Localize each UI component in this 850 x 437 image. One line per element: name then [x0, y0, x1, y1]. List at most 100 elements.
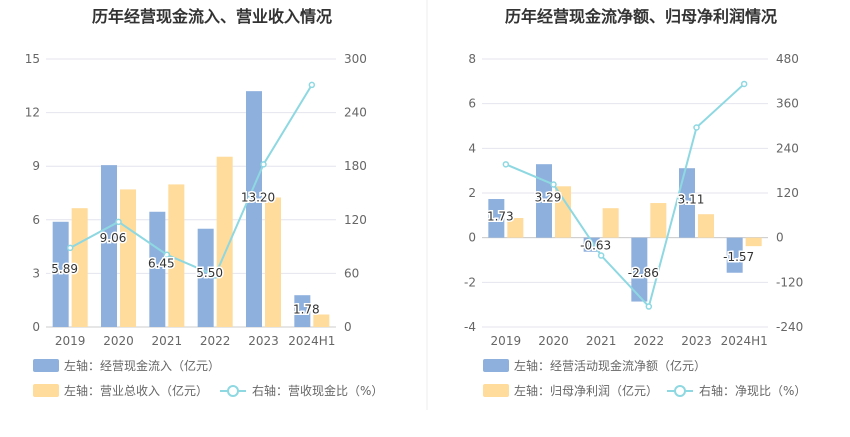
x-axis-tick-label: 2021 [152, 334, 183, 348]
left-axis-tick-label: 8 [468, 52, 476, 66]
bar-secondary [168, 184, 185, 327]
right-axis-tick-label: 0 [344, 320, 352, 334]
bar-secondary [650, 203, 667, 238]
data-label: 3.11 [678, 192, 705, 206]
left-axis-tick-label: 6 [468, 97, 476, 111]
bar-secondary [602, 208, 619, 238]
bar-primary [631, 237, 648, 302]
legend-label-revenue: 左轴：营业总收入（亿元） [64, 383, 208, 398]
bar-primary [52, 221, 69, 327]
x-axis-tick-label: 2022 [634, 334, 665, 348]
bar-primary [246, 91, 262, 327]
chart-title-right: 历年经营现金流净额、归母净利润情况 [505, 7, 777, 26]
bar-primary [197, 228, 214, 327]
ratio-point [115, 218, 122, 226]
x-axis-tick-label: 2023 [681, 334, 712, 348]
bar-secondary [698, 214, 714, 238]
legend-swatch-net-profit [483, 384, 509, 397]
bar-secondary [555, 186, 571, 238]
left-axis-tick-label: 4 [468, 141, 476, 155]
legend-marker-ratio [227, 385, 239, 397]
data-label: 3.29 [535, 190, 562, 204]
data-label: 5.89 [51, 262, 78, 276]
chart-title-left: 历年经营现金流入、营业收入情况 [92, 7, 332, 26]
right-axis-tick-label: 60 [344, 266, 359, 280]
data-label: -2.86 [628, 266, 659, 280]
legend-swatch-cash-inflow [33, 359, 59, 372]
data-label: 1.73 [487, 209, 514, 223]
x-axis-tick-label: 2021 [586, 334, 617, 348]
data-label: -0.63 [580, 238, 611, 252]
right-axis-tick-label: 360 [776, 97, 799, 111]
bar-secondary [216, 156, 233, 327]
ratio-point [597, 252, 605, 259]
legend-marker-net-ratio [674, 385, 686, 397]
bar-primary [726, 237, 743, 273]
ratio-point [645, 303, 653, 310]
left-axis-tick-label: 6 [32, 213, 40, 227]
ratio-line [69, 84, 313, 277]
x-axis-tick-label: 2022 [200, 334, 231, 348]
data-label: 13.20 [241, 190, 275, 204]
left-axis-tick-label: 0 [32, 320, 40, 334]
ratio-point [550, 181, 557, 188]
left-axis-tick-label: -4 [464, 320, 476, 334]
data-label: -1.57 [723, 250, 754, 264]
legend-label-ratio: 右轴：营收现金比（%） [252, 383, 383, 398]
x-axis-tick-label: 2024H1 [721, 334, 768, 348]
x-axis-tick-label: 2019 [55, 334, 86, 348]
right-axis-tick-label: 300 [344, 52, 367, 66]
x-axis-tick-label: 2020 [103, 334, 134, 348]
left-axis-tick-label: 2 [468, 186, 476, 200]
bar-secondary [71, 208, 88, 327]
x-axis-tick-label: 2024H1 [288, 334, 335, 348]
right-axis-tick-label: 240 [776, 141, 799, 155]
right-axis-tick-label: 240 [344, 106, 367, 120]
bar-secondary [265, 197, 281, 327]
right-axis-tick-label: 120 [776, 186, 799, 200]
legend-swatch-revenue [33, 384, 59, 397]
left-axis-tick-label: -2 [464, 275, 476, 289]
chart-panel-right: 历年经营现金流净额、归母净利润情况 -4 -2 0 2 4 6 8 -240 -120 0 120 2… [464, 7, 806, 398]
x-axis-tick-label: 2020 [538, 334, 569, 348]
ratio-point [502, 161, 510, 168]
right-axis-tick-label: 120 [344, 213, 367, 227]
legend-swatch-net-cashflow [483, 359, 509, 372]
right-axis-tick-label: 0 [776, 231, 784, 245]
ratio-point [740, 80, 748, 88]
right-axis-tick-label: -240 [776, 320, 803, 334]
left-axis-tick-label: 0 [468, 231, 476, 245]
bar-primary [149, 211, 166, 327]
ratio-point [163, 251, 171, 258]
chart-panel-left: 历年经营现金流入、营业收入情况 0 3 6 9 12 15 0 60 120 180 240 300 2… [25, 7, 384, 398]
legend-label-net-cashflow: 左轴：经营活动现金流净额（亿元） [514, 358, 706, 373]
bar-primary [101, 165, 117, 327]
bar-secondary [120, 189, 136, 327]
bar-primary [679, 168, 695, 238]
left-axis-tick-label: 15 [25, 52, 40, 66]
left-axis-tick-label: 3 [32, 266, 40, 280]
bar-secondary [313, 314, 330, 327]
ratio-point [211, 272, 219, 279]
bar-secondary [507, 218, 524, 238]
right-axis-tick-label: 480 [776, 52, 799, 66]
bar-primary [294, 295, 311, 327]
ratio-point [693, 124, 700, 131]
x-axis-tick-label: 2023 [248, 334, 279, 348]
legend-label-cash-inflow: 左轴：经营现金流入（亿元） [64, 358, 220, 373]
bar-primary [488, 199, 505, 238]
data-label: 1.78 [293, 303, 320, 317]
left-axis-tick-label: 9 [32, 159, 40, 173]
ratio-point [66, 244, 74, 252]
x-axis-tick-label: 2019 [491, 334, 522, 348]
legend-label-net-ratio: 右轴：净现比（%） [699, 383, 806, 398]
left-axis-tick-label: 12 [25, 106, 40, 120]
right-axis-tick-label: -120 [776, 275, 803, 289]
legend-label-net-profit: 左轴：归母净利润（亿元） [514, 383, 658, 398]
ratio-line [505, 83, 745, 309]
right-axis-tick-label: 180 [344, 159, 367, 173]
bar-secondary [745, 237, 762, 247]
ratio-point [260, 161, 267, 168]
ratio-point [308, 81, 316, 89]
